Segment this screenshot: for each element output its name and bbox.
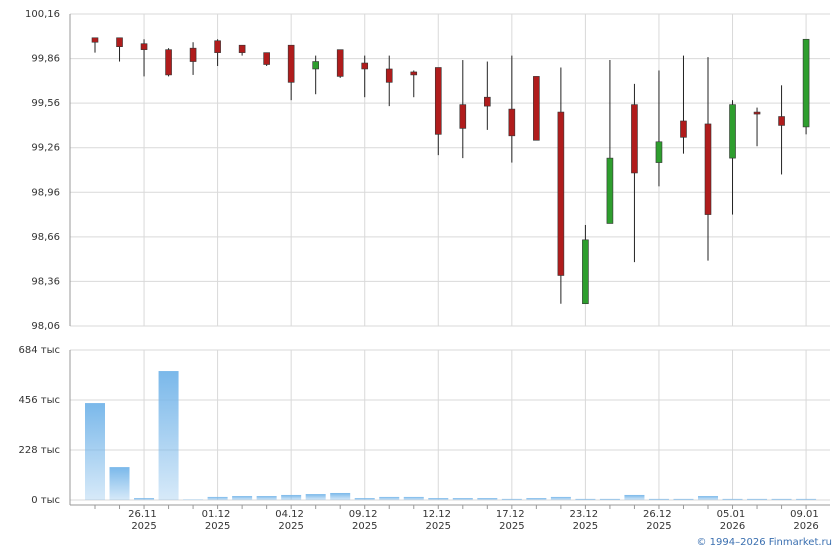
y-tick-label: 98,36 <box>31 276 60 287</box>
copyright: © 1994–2026 Finmarket.ru <box>696 537 832 548</box>
volume-bar <box>330 493 350 500</box>
candle-body <box>141 44 147 50</box>
candle-body <box>337 50 343 77</box>
x-tick-label: 26.12 2025 <box>643 509 675 532</box>
candle-body <box>754 112 760 114</box>
y-tick-label: 99,26 <box>31 143 60 154</box>
candle-body <box>484 97 490 106</box>
volume-bar <box>649 499 669 500</box>
y-tick-label: 99,86 <box>31 54 60 65</box>
candle-body <box>362 63 368 69</box>
volume-bar <box>257 496 277 500</box>
candle-body <box>239 45 245 52</box>
volume-bar <box>453 498 473 500</box>
candle-body <box>92 38 98 42</box>
y-tick-label: 98,66 <box>31 232 60 243</box>
candle-body <box>533 76 539 140</box>
y-tick-label: 228 тыс <box>19 445 60 456</box>
volume-bar <box>551 497 571 500</box>
candle-body <box>730 105 736 158</box>
volume-bar <box>772 499 792 500</box>
candle-body <box>313 62 319 69</box>
volume-bar <box>526 498 546 500</box>
candle-body <box>190 48 196 61</box>
volume-bar <box>600 499 620 500</box>
y-tick-label: 98,96 <box>31 187 60 198</box>
volume-bar <box>747 499 767 500</box>
volume-bar <box>624 495 644 500</box>
candle-body <box>779 117 785 126</box>
candle-body <box>460 105 466 129</box>
candle-body <box>386 69 392 82</box>
x-tick-label: 09.01 2026 <box>790 509 822 532</box>
volume-bar <box>698 496 718 500</box>
volume-bar <box>796 499 816 500</box>
candle-body <box>509 109 515 136</box>
volume-bar <box>232 496 252 500</box>
volume-bar <box>355 498 375 500</box>
candle-body <box>803 39 809 127</box>
volume-bar <box>723 499 743 500</box>
candle-body <box>582 240 588 304</box>
candle-body <box>631 105 637 173</box>
candle-body <box>656 142 662 163</box>
candle-body <box>166 50 172 75</box>
volume-bar <box>85 403 105 500</box>
volume-bar <box>673 499 693 500</box>
y-tick-label: 99,56 <box>31 98 60 109</box>
x-tick-label: 26.11 2025 <box>128 509 160 532</box>
volume-bar <box>306 494 326 500</box>
volume-bar <box>502 499 522 500</box>
x-tick-label: 23.12 2025 <box>569 509 601 532</box>
candle-body <box>680 121 686 137</box>
volume-bar <box>281 495 301 500</box>
y-tick-label: 684 тыс <box>19 345 60 356</box>
volume-bar <box>428 498 448 500</box>
volume-bar <box>404 497 424 500</box>
x-tick-label: 09.12 2025 <box>349 509 381 532</box>
volume-bar <box>477 498 497 500</box>
candle-body <box>288 45 294 82</box>
candle-body <box>558 112 564 275</box>
volume-bar <box>110 467 130 500</box>
candle-body <box>411 72 417 75</box>
volume-bar <box>159 371 179 500</box>
candle-body <box>264 53 270 65</box>
volume-bar <box>575 499 595 500</box>
candle-body <box>435 67 441 134</box>
volume-bar <box>379 497 399 500</box>
y-tick-label: 98,06 <box>31 321 60 332</box>
x-tick-label: 04.12 2025 <box>275 509 307 532</box>
x-tick-label: 12.12 2025 <box>422 509 454 532</box>
y-tick-label: 100,16 <box>25 9 60 20</box>
volume-bar <box>134 498 154 500</box>
candle-body <box>215 41 221 53</box>
x-tick-label: 05.01 2026 <box>717 509 749 532</box>
candle-body <box>607 158 613 223</box>
candle-body <box>705 124 711 215</box>
y-tick-label: 456 тыс <box>19 395 60 406</box>
volume-bar <box>208 497 228 500</box>
x-tick-label: 01.12 2025 <box>202 509 234 532</box>
x-tick-label: 17.12 2025 <box>496 509 528 532</box>
candle-body <box>117 38 123 47</box>
y-tick-label: 0 тыс <box>31 495 60 506</box>
